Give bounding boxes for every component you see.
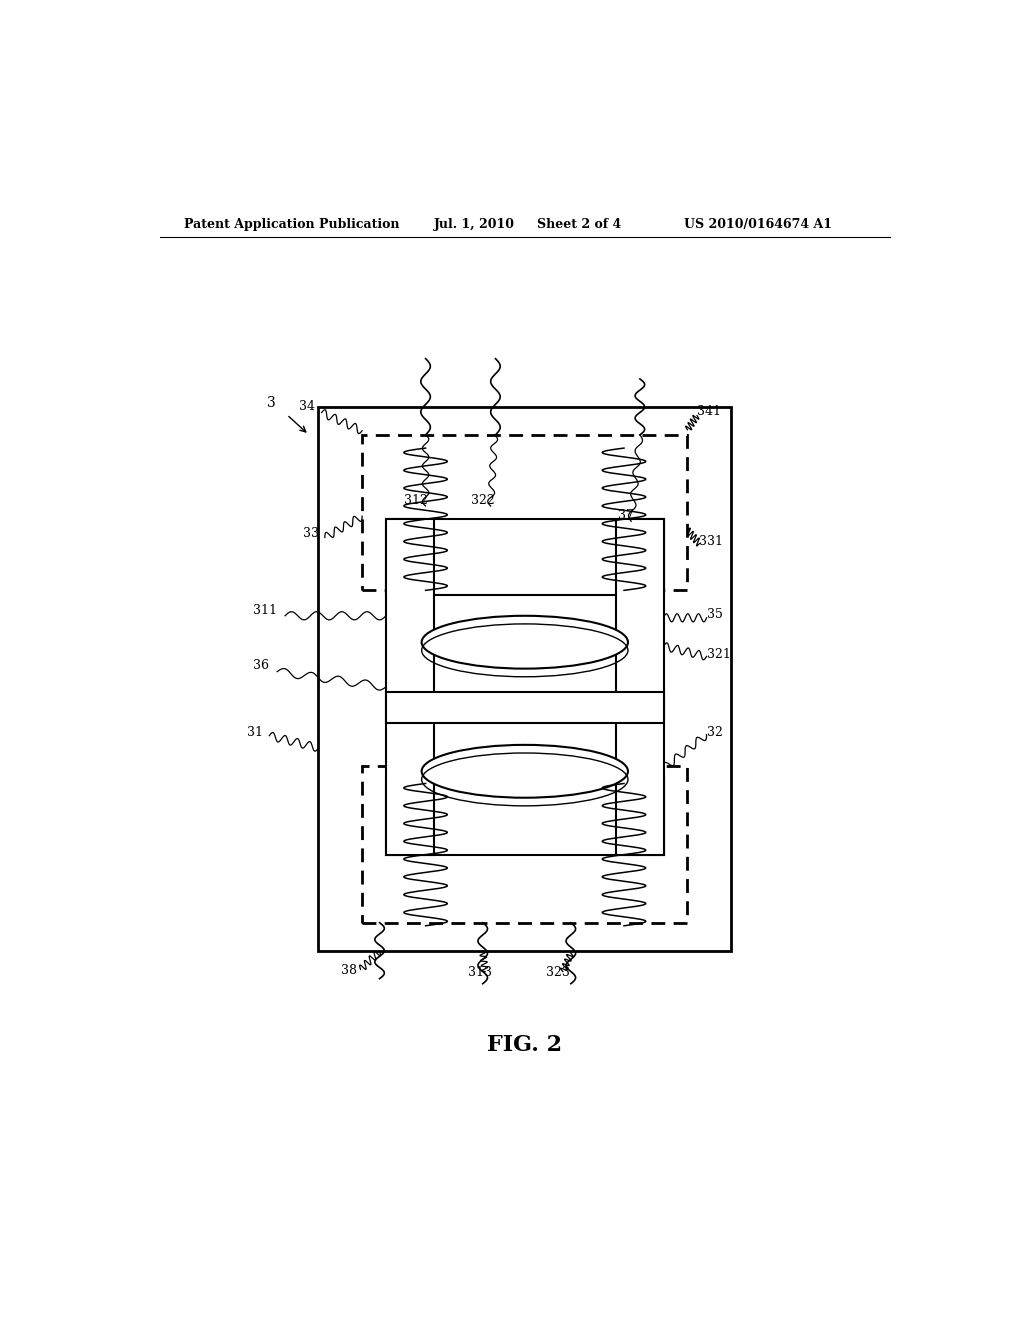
Text: 331: 331 — [699, 535, 723, 548]
Bar — [386, 779, 664, 854]
Text: FIG. 2: FIG. 2 — [487, 1034, 562, 1056]
Text: Patent Application Publication: Patent Application Publication — [183, 218, 399, 231]
Text: 322: 322 — [471, 494, 495, 507]
Text: 311: 311 — [253, 603, 278, 616]
Text: 31: 31 — [247, 726, 263, 739]
Text: 341: 341 — [697, 404, 721, 417]
Bar — [386, 519, 433, 854]
Text: 321: 321 — [708, 648, 731, 661]
Text: 323: 323 — [546, 966, 570, 978]
Text: 38: 38 — [341, 964, 356, 977]
Bar — [616, 519, 664, 854]
Text: Jul. 1, 2010: Jul. 1, 2010 — [433, 218, 514, 231]
Ellipse shape — [422, 615, 628, 669]
Bar — [362, 434, 687, 590]
Text: US 2010/0164674 A1: US 2010/0164674 A1 — [684, 218, 831, 231]
Text: 36: 36 — [253, 659, 269, 672]
Text: 33: 33 — [303, 527, 318, 540]
Text: 35: 35 — [708, 607, 723, 620]
Text: 37: 37 — [618, 510, 634, 523]
Text: Sheet 2 of 4: Sheet 2 of 4 — [537, 218, 621, 231]
Text: 312: 312 — [404, 494, 428, 507]
Bar — [318, 408, 731, 952]
Bar — [386, 519, 664, 595]
Bar — [362, 766, 687, 923]
Bar — [386, 692, 664, 722]
Text: 3: 3 — [267, 396, 275, 411]
Text: 32: 32 — [708, 726, 723, 739]
Text: 313: 313 — [468, 966, 492, 978]
Ellipse shape — [422, 744, 628, 797]
Text: 34: 34 — [299, 400, 314, 413]
